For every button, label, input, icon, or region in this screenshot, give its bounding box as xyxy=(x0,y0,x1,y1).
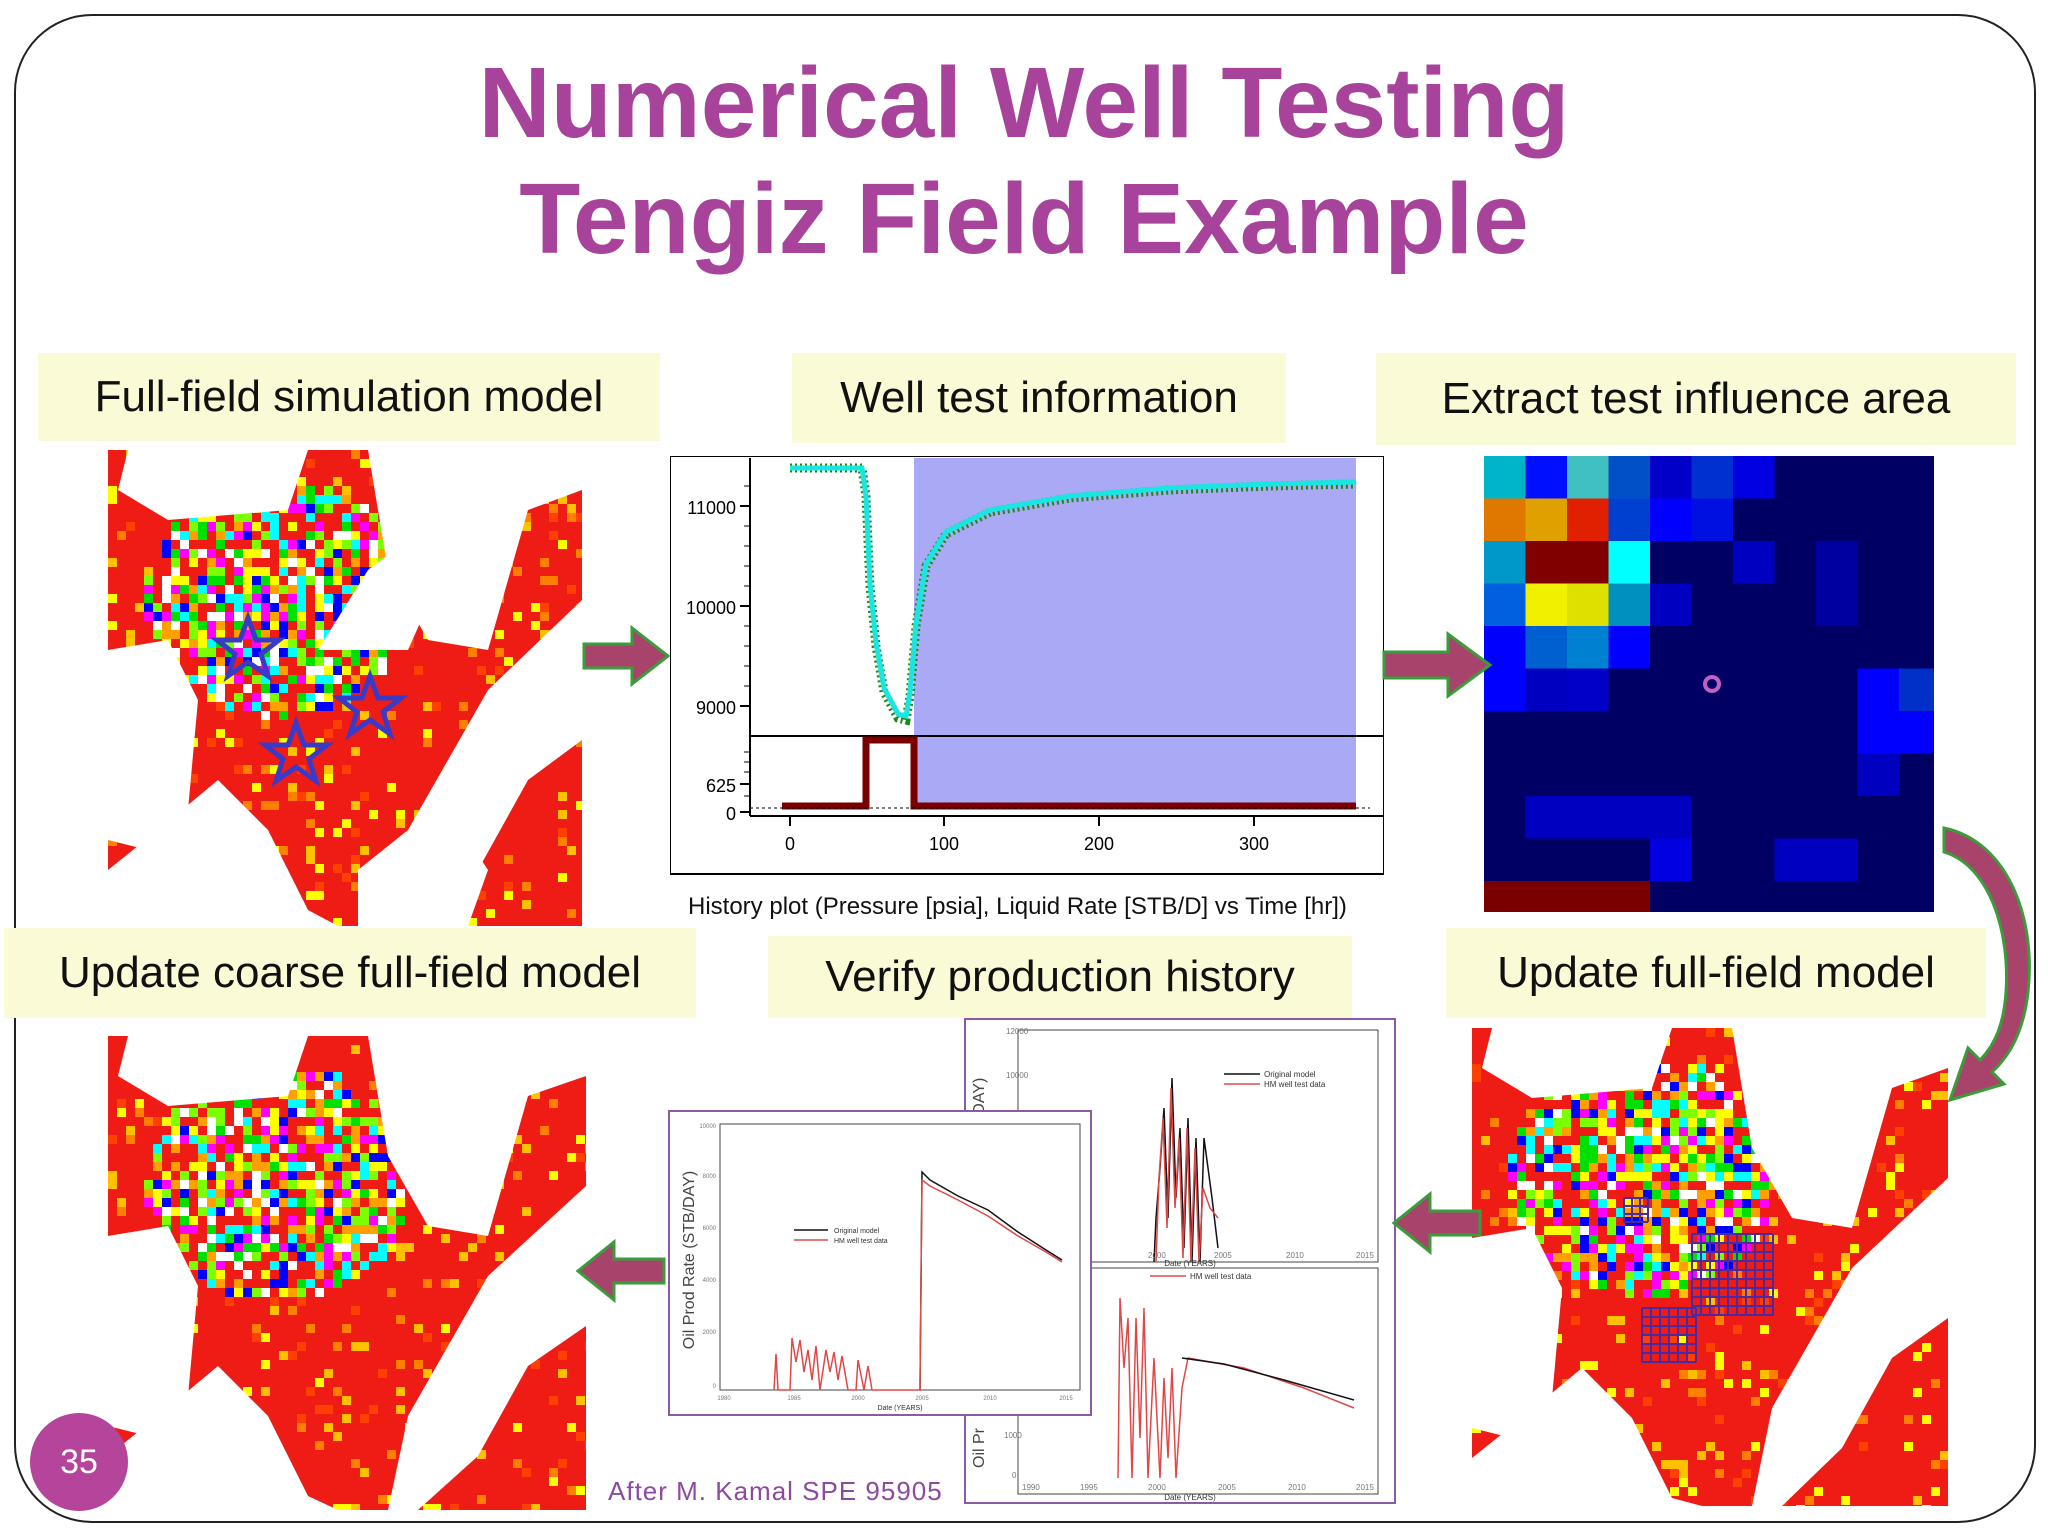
label-extract-test-influence-area: Extract test influence area xyxy=(1376,353,2016,445)
arrow-left-icon xyxy=(576,1238,666,1304)
arrow-right-icon xyxy=(582,624,671,688)
x-tick: 2005 xyxy=(1218,1483,1236,1492)
arrow-right-icon xyxy=(1382,631,1493,699)
x-axis-label: Date (YEARS) xyxy=(1164,1493,1216,1502)
x-tick: 2015 xyxy=(1059,1396,1073,1402)
time-tick: 200 xyxy=(1084,834,1114,854)
x-tick: 2010 xyxy=(1288,1483,1306,1492)
title-line-2: Tengiz Field Example xyxy=(519,163,1529,275)
legend-label: HM well test data xyxy=(1190,1272,1252,1281)
legend-label: Original model xyxy=(1264,1070,1316,1079)
x-tick: 1995 xyxy=(1080,1483,1098,1492)
refined-grid-overlay xyxy=(1623,1197,1774,1363)
y-tick: 4000 xyxy=(703,1278,717,1284)
y-tick: 0 xyxy=(713,1384,717,1390)
test-influence-area-grid xyxy=(1484,456,1934,912)
x-tick: 2010 xyxy=(983,1396,997,1402)
x-tick: 2005 xyxy=(1214,1251,1232,1260)
x-tick: 2010 xyxy=(1286,1251,1304,1260)
y-tick: 8000 xyxy=(703,1174,717,1180)
x-axis-label: Date (YEARS) xyxy=(877,1405,922,1412)
full-field-simulation-map xyxy=(108,450,582,926)
y-tick: 10000 xyxy=(699,1124,716,1130)
history-plot-caption: History plot (Pressure [psia], Liquid Ra… xyxy=(688,893,1347,920)
curved-arrow-down-icon xyxy=(1942,826,2031,1103)
test-shaded-region xyxy=(914,458,1356,804)
rate-tick: 0 xyxy=(726,804,736,824)
well-marker-icon xyxy=(209,610,409,788)
y-tick: 1000 xyxy=(1004,1431,1022,1440)
x-axis-label: Date (YEARS) xyxy=(1164,1259,1216,1268)
y-tick: 6000 xyxy=(703,1226,717,1232)
y-axis-label: Oil Prod Rate (STB/DAY) xyxy=(681,1171,698,1349)
x-tick: 2000 xyxy=(1148,1251,1166,1260)
legend-label: HM well test data xyxy=(1264,1080,1326,1089)
y-tick: 10000 xyxy=(1006,1071,1029,1080)
time-tick: 0 xyxy=(785,834,795,854)
pressure-tick: 10000 xyxy=(686,598,736,618)
x-tick: 1980 xyxy=(717,1396,731,1402)
arrow-left-icon xyxy=(1392,1190,1482,1256)
rate-tick: 625 xyxy=(706,776,736,796)
coarse-full-field-map xyxy=(108,1036,586,1510)
time-tick: 300 xyxy=(1239,834,1269,854)
y-tick: 0 xyxy=(1012,1471,1017,1480)
legend-label: Original model xyxy=(834,1228,880,1235)
x-tick: 2000 xyxy=(851,1396,865,1402)
x-tick: 2015 xyxy=(1356,1251,1374,1260)
x-tick: 2000 xyxy=(1148,1483,1166,1492)
label-update-full-field-model: Update full-field model xyxy=(1446,928,1986,1018)
time-tick: 100 xyxy=(929,834,959,854)
pressure-tick: 9000 xyxy=(696,698,736,718)
x-tick: 1985 xyxy=(787,1396,801,1402)
source-credit: After M. Kamal SPE 95905 xyxy=(608,1476,943,1506)
updated-full-field-map xyxy=(1472,1028,1948,1506)
legend-label: HM well test data xyxy=(834,1238,888,1245)
well-test-history-plot: 11000 10000 9000 625 0 0 100 200 300 xyxy=(670,456,1384,875)
x-tick: 1990 xyxy=(1022,1483,1040,1492)
label-full-field-model: Full-field simulation model xyxy=(38,353,660,441)
production-history-plot-front: Oil Prod Rate (STB/DAY) 10000 8000 6000 … xyxy=(668,1110,1092,1416)
well-location-icon xyxy=(1703,675,1721,693)
x-tick: 2005 xyxy=(915,1396,929,1402)
y-tick: 2000 xyxy=(703,1330,717,1336)
y-tick: 12000 xyxy=(1006,1027,1029,1036)
label-well-test-information: Well test information xyxy=(792,353,1286,443)
y-axis-label: Oil Pr xyxy=(971,1427,988,1468)
slide-number: 35 xyxy=(30,1413,128,1511)
pressure-tick: 11000 xyxy=(687,498,736,518)
x-tick: 2015 xyxy=(1356,1483,1374,1492)
label-verify-production-history: Verify production history xyxy=(768,936,1352,1018)
title-line-1: Numerical Well Testing xyxy=(478,47,1570,159)
label-update-coarse-model: Update coarse full-field model xyxy=(4,928,696,1018)
